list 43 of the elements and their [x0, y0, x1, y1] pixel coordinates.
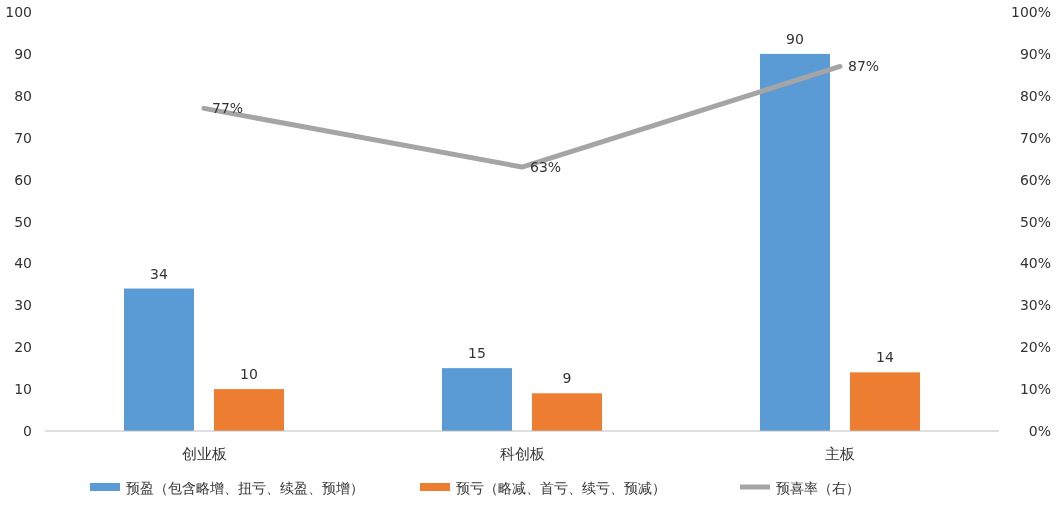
- x-tick-label: 主板: [825, 445, 855, 463]
- bar: [124, 288, 194, 431]
- data-label: 9: [562, 370, 572, 387]
- y2-tick-label: 80%: [1019, 87, 1051, 104]
- y-tick-label: 10: [14, 381, 32, 398]
- x-tick-label: 创业板: [181, 445, 227, 463]
- x-tick-label: 科创板: [499, 445, 545, 463]
- bar: [760, 53, 830, 431]
- y-tick-label: 20: [14, 339, 32, 356]
- y2-tick-label: 40%: [1019, 255, 1051, 272]
- legend-label: 预喜率（右）: [776, 480, 860, 496]
- bar: [532, 393, 602, 431]
- bar: [850, 372, 920, 431]
- y2-tick-label: 70%: [1019, 129, 1051, 146]
- y-tick-label: 40: [14, 255, 32, 272]
- y-tick-label: 30: [14, 297, 32, 314]
- y-tick-label: 60: [14, 171, 32, 188]
- y2-tick-label: 90%: [1019, 45, 1051, 62]
- y-tick-label: 90: [14, 45, 32, 62]
- data-label: 77%: [212, 100, 244, 117]
- y-tick-label: 0: [23, 423, 32, 439]
- y-tick-label: 70: [14, 129, 32, 146]
- data-label: 10: [240, 366, 258, 383]
- y-tick-label: 100: [5, 4, 32, 20]
- bar: [442, 368, 512, 431]
- y2-tick-label: 10%: [1019, 381, 1051, 398]
- bar: [214, 389, 284, 431]
- data-label: 14: [876, 349, 894, 366]
- y2-tick-label: 50%: [1019, 213, 1051, 230]
- data-label: 90: [786, 30, 804, 47]
- data-label: 87%: [848, 58, 880, 75]
- y2-tick-label: 60%: [1019, 171, 1051, 188]
- y-tick-label: 80: [14, 87, 32, 104]
- legend-label: 预亏（略减、首亏、续亏、预减）: [456, 480, 666, 496]
- y2-tick-label: 0%: [1028, 423, 1051, 439]
- data-label: 34: [150, 265, 168, 282]
- y2-tick-label: 30%: [1019, 297, 1051, 314]
- data-label: 15: [468, 345, 486, 362]
- legend-label: 预盈（包含略增、扭亏、续盈、预增）: [126, 480, 364, 496]
- y-tick-label: 50: [14, 213, 32, 230]
- y2-tick-label: 100%: [1010, 4, 1051, 20]
- data-label: 63%: [530, 159, 562, 176]
- y2-tick-label: 20%: [1019, 339, 1051, 356]
